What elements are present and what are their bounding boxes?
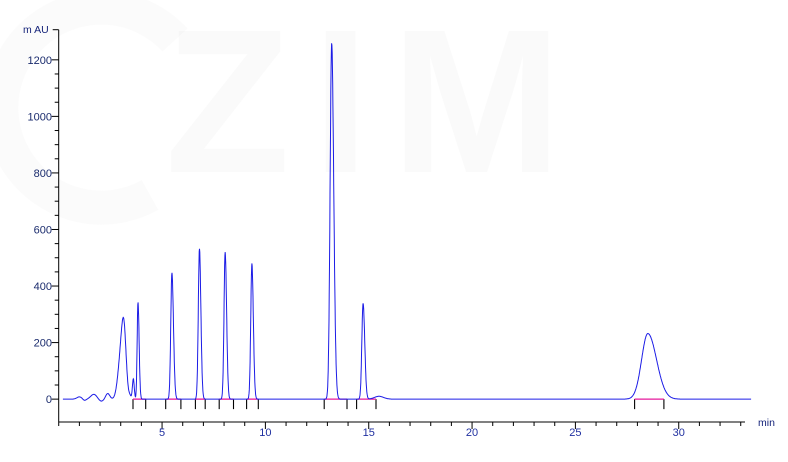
svg-text:15: 15 <box>363 427 375 439</box>
svg-text:1000: 1000 <box>28 111 52 123</box>
svg-text:10: 10 <box>259 427 271 439</box>
svg-text:200: 200 <box>34 338 52 350</box>
svg-text:600: 600 <box>34 224 52 236</box>
svg-text:1200: 1200 <box>28 55 52 67</box>
svg-text:m AU: m AU <box>23 24 49 36</box>
svg-text:min: min <box>758 417 775 429</box>
svg-text:400: 400 <box>34 281 52 293</box>
svg-text:30: 30 <box>673 427 685 439</box>
svg-text:25: 25 <box>569 427 581 439</box>
svg-text:0: 0 <box>46 394 52 406</box>
svg-text:800: 800 <box>34 168 52 180</box>
svg-text:ZIM: ZIM <box>165 0 584 216</box>
svg-text:5: 5 <box>159 427 165 439</box>
svg-text:20: 20 <box>466 427 478 439</box>
